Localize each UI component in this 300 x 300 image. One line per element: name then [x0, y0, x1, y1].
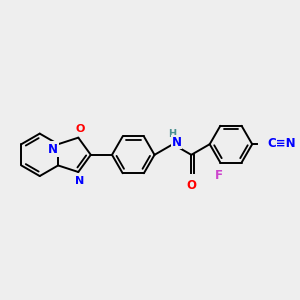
Text: F: F — [214, 169, 222, 182]
Text: N: N — [172, 136, 182, 149]
Text: C≡N: C≡N — [268, 137, 296, 150]
Text: N: N — [75, 176, 84, 186]
Text: O: O — [76, 124, 85, 134]
Text: O: O — [186, 179, 196, 192]
Text: H: H — [168, 129, 176, 140]
Text: N: N — [48, 142, 58, 155]
